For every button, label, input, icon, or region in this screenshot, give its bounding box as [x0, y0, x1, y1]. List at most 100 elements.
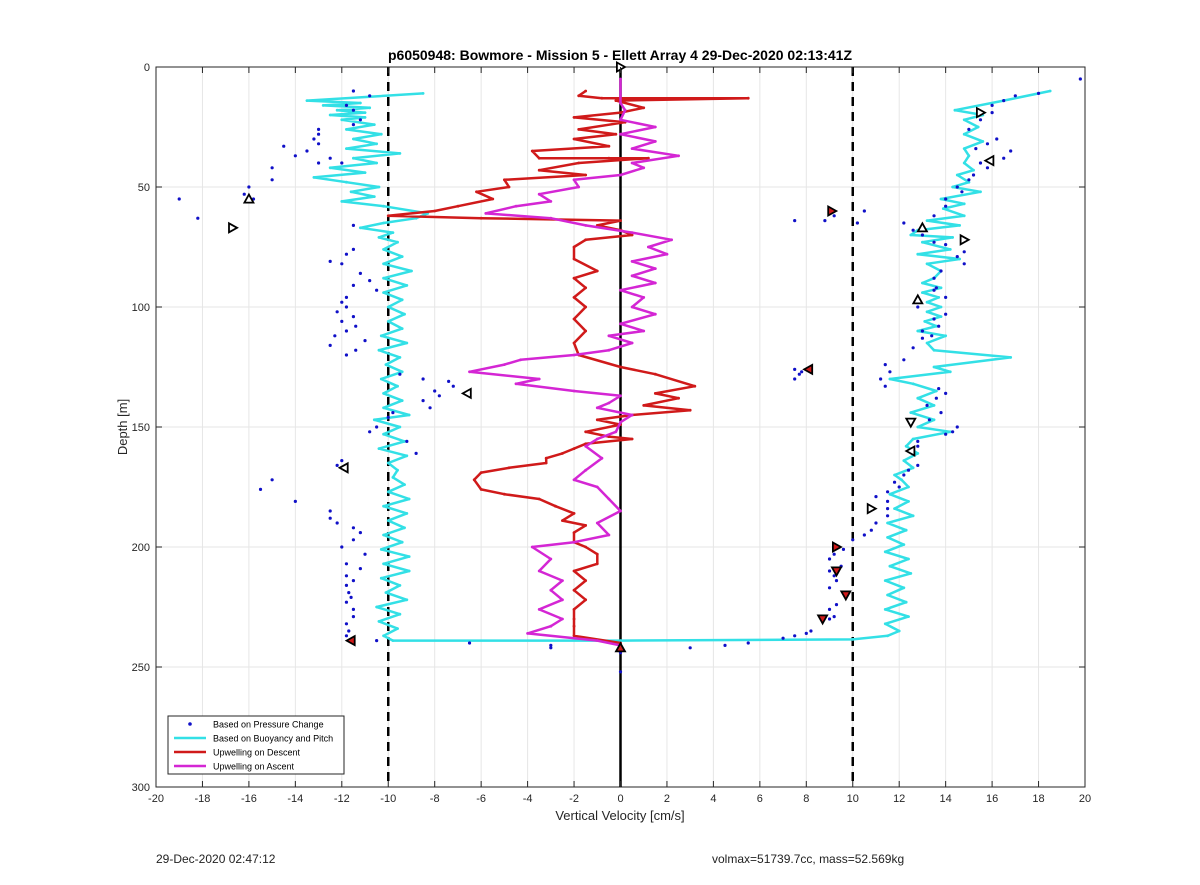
series-point — [403, 440, 406, 443]
series-point — [405, 284, 409, 287]
series-point — [630, 437, 634, 441]
series-point — [902, 543, 906, 546]
series-point — [907, 500, 910, 503]
series-point — [572, 276, 576, 280]
pressure-point — [930, 334, 934, 338]
pressure-point — [414, 451, 418, 455]
series-point — [962, 147, 966, 151]
x-tick-label: 6 — [757, 793, 763, 805]
pressure-point — [978, 118, 983, 122]
series-point — [623, 108, 627, 112]
series-point — [398, 425, 402, 429]
series-point — [514, 204, 518, 208]
series-point — [502, 178, 506, 182]
series-point — [951, 185, 955, 189]
pressure-point — [347, 591, 351, 595]
pressure-point — [340, 319, 344, 323]
series-point — [537, 497, 541, 501]
x-tick-label: 10 — [847, 793, 859, 805]
series-point — [544, 456, 548, 460]
series-point — [886, 536, 889, 539]
pressure-point — [316, 132, 321, 136]
pressure-point — [1078, 77, 1082, 81]
series-point — [377, 236, 381, 239]
pressure-point — [351, 615, 356, 619]
series-point — [382, 634, 386, 638]
pressure-point — [340, 545, 344, 549]
series-point — [398, 584, 402, 587]
series-point — [530, 149, 534, 153]
series-point — [537, 377, 541, 381]
series-point — [584, 524, 588, 527]
series-point — [677, 154, 680, 158]
series-point — [577, 161, 581, 165]
pressure-point — [340, 161, 344, 165]
series-point — [372, 418, 376, 422]
series-point — [921, 291, 924, 294]
series-point — [340, 118, 344, 122]
series-point — [584, 305, 588, 309]
series-point — [386, 305, 390, 309]
pressure-point — [375, 639, 379, 643]
series-point — [479, 216, 483, 220]
y-tick-label: 150 — [132, 422, 150, 434]
triangle-right-marker — [866, 502, 878, 515]
series-point — [607, 334, 611, 338]
chart-title: p6050948: Bowmore - Mission 5 - Ellett A… — [388, 47, 852, 63]
series-point — [630, 274, 634, 278]
pressure-point — [1002, 156, 1006, 160]
pressure-point — [927, 418, 931, 422]
series-point — [888, 492, 892, 496]
series-point — [677, 396, 680, 400]
series-point — [932, 348, 936, 352]
series-point — [572, 624, 576, 628]
series-point — [595, 521, 599, 525]
pressure-point — [944, 312, 948, 316]
series-point — [398, 356, 402, 359]
series-point — [345, 147, 348, 151]
series-point — [584, 173, 588, 177]
pressure-point — [340, 262, 344, 266]
series-point — [396, 384, 399, 388]
pressure-point — [967, 127, 971, 131]
pressure-point — [358, 118, 362, 122]
triangle-down-marker — [904, 417, 917, 429]
pressure-point — [316, 161, 321, 165]
pressure-point — [351, 526, 356, 530]
pressure-point — [939, 411, 943, 415]
pressure-point — [906, 468, 911, 472]
pressure-point — [351, 223, 356, 227]
pressure-point — [827, 569, 832, 573]
triangle-right-marker — [827, 204, 839, 218]
pressure-point — [932, 240, 936, 244]
triangle-left-marker — [904, 444, 916, 458]
pressure-point — [885, 490, 890, 494]
series-point — [595, 437, 599, 441]
pressure-point — [920, 233, 925, 237]
pressure-point — [328, 259, 332, 263]
series-point — [670, 238, 673, 242]
series-point — [653, 372, 657, 376]
series-point — [584, 224, 588, 227]
series-point — [909, 233, 913, 237]
series-point — [358, 226, 362, 230]
series-point — [491, 197, 495, 201]
series-point — [962, 202, 966, 206]
series-point — [688, 408, 692, 412]
pressure-point — [328, 156, 332, 160]
pressure-point — [939, 269, 943, 273]
series-point — [572, 531, 576, 534]
legend-label: Based on Buoyancy and Pitch — [213, 734, 333, 744]
series-point — [472, 478, 476, 482]
pressure-point — [874, 521, 878, 525]
series-point — [379, 548, 383, 551]
triangle-up-marker — [911, 293, 924, 305]
x-tick-label: -14 — [287, 793, 303, 805]
pressure-point — [827, 586, 832, 590]
series-point — [595, 562, 599, 566]
series-point — [619, 365, 622, 369]
pressure-point — [932, 288, 936, 292]
pressure-point — [363, 552, 367, 556]
pressure-point — [386, 415, 390, 419]
pressure-point — [351, 283, 356, 287]
